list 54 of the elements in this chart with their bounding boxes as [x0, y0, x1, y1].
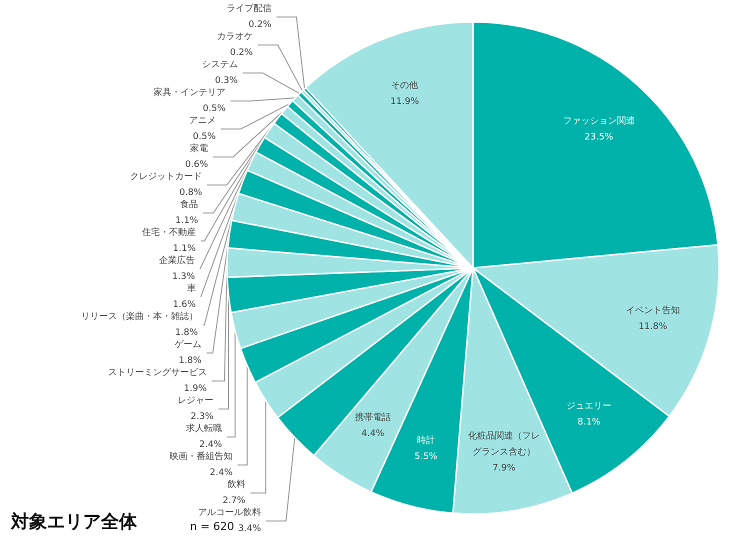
data-label: 23.5%	[584, 132, 614, 143]
slice-label: 飲料	[227, 479, 246, 490]
slice-label: 家具・インテリア	[154, 87, 226, 98]
text: 対象エリア全体	[10, 512, 138, 532]
slice-label: レジャー	[178, 396, 214, 406]
data-label: 1.3%	[172, 272, 196, 282]
slice-label: ファッション関連	[562, 116, 635, 127]
data-label: 0.8%	[179, 188, 203, 198]
data-label: 3.4%	[238, 524, 262, 534]
data-label: 11.8%	[638, 322, 668, 332]
slice-label: 企業広告	[159, 255, 195, 266]
data-label: 0.2%	[230, 48, 254, 58]
slice-label: カラオケ	[216, 32, 253, 42]
data-label: 2.4%	[210, 468, 234, 478]
text: n = 620	[190, 520, 234, 533]
slice-label: その他	[391, 80, 418, 91]
data-label: 1.8%	[178, 356, 202, 366]
slice-label: 車	[186, 283, 196, 294]
data-label: 0.5%	[192, 132, 216, 142]
data-label: 5.5%	[414, 452, 438, 462]
slice-label: アルコール飲料	[198, 507, 262, 518]
data-label: 1.1%	[172, 244, 196, 254]
data-label: 2.3%	[190, 412, 214, 422]
data-label: 0.2%	[248, 20, 272, 30]
data-label: 4.4%	[361, 428, 385, 439]
slice-label: 家電	[190, 143, 208, 154]
slice-label: イベント告知	[626, 305, 680, 316]
slice-label: クレジットカード	[130, 172, 202, 182]
data-label: 0.5%	[202, 104, 226, 114]
slice-label: リリース（楽曲・本・雑誌）	[80, 311, 198, 322]
slice-label: システム	[202, 60, 238, 70]
data-label: 1.1%	[175, 216, 199, 226]
data-label: 1.9%	[184, 384, 208, 394]
slice-label: 住宅・不動産	[142, 227, 196, 238]
slice-label: 食品	[180, 199, 198, 210]
slice-label: ストリーミングサービス	[108, 367, 207, 378]
slice-label: ジュエリー	[566, 402, 612, 412]
slice-label: ゲーム	[174, 339, 202, 350]
slice-label: 映画・番組告知	[170, 451, 233, 462]
data-label: 1.8%	[175, 328, 198, 338]
slice-label: ライブ配信	[226, 3, 272, 14]
data-label: 2.4%	[199, 440, 223, 450]
data-label: 0.6%	[185, 160, 208, 170]
slice-label: 化粧品関連（フレグランス含む）	[468, 430, 540, 458]
data-label: 0.3%	[214, 76, 238, 86]
slice-label: 求人転職	[186, 423, 222, 434]
data-label: 1.6%	[172, 300, 196, 310]
data-label: 2.7%	[222, 496, 246, 506]
slice-label: 時計	[416, 434, 435, 446]
data-label: 11.9%	[390, 96, 420, 107]
data-label: 7.9%	[492, 463, 516, 474]
slice-label: アニメ	[188, 116, 216, 126]
data-label: 8.1%	[578, 418, 601, 428]
slice-label: 携帯電話	[354, 412, 391, 423]
